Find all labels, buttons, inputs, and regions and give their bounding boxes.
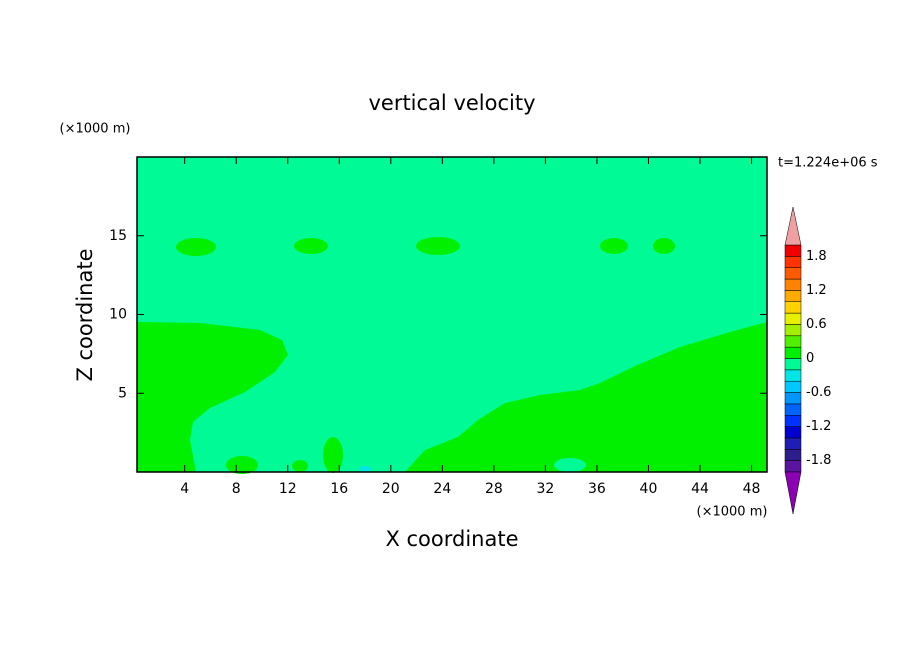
colorbar-block	[784, 460, 802, 473]
colorbar-block	[784, 415, 802, 427]
x-tick-label: 44	[691, 481, 709, 497]
x-tick-label: 28	[485, 481, 503, 497]
y-tick-label: 10	[109, 307, 127, 323]
contour-field	[137, 157, 767, 474]
colorbar-block	[784, 244, 802, 257]
x-tick-label: 4	[180, 481, 189, 497]
x-tick-label: 32	[536, 481, 554, 497]
region-positive	[137, 322, 288, 472]
region-positive	[226, 456, 258, 474]
region-positive	[405, 322, 767, 472]
colorbar-block	[784, 335, 802, 348]
x-tick-label: 36	[588, 481, 606, 497]
colorbar-low-arrow	[784, 471, 802, 515]
colorbar-block	[784, 290, 802, 302]
y-axis-label: Z coordinate	[73, 248, 97, 381]
y-tick-label: 15	[109, 228, 127, 244]
colorbar-block	[784, 449, 802, 461]
colorbar-block	[784, 437, 802, 450]
colorbar-block	[784, 301, 802, 314]
x-axis-label: X coordinate	[385, 527, 518, 551]
colorbar-block	[784, 358, 802, 371]
colorbar-block	[784, 278, 802, 291]
region-positive	[416, 237, 460, 255]
x-tick-label: 16	[330, 481, 348, 497]
region-positive	[323, 437, 343, 473]
colorbar-tick-label: -1.8	[806, 453, 831, 468]
colorbar-block	[784, 346, 802, 359]
x-tick-label: 40	[640, 481, 658, 497]
region-positive	[176, 238, 216, 256]
chart-title: vertical velocity	[368, 91, 535, 115]
x-tick-label: 48	[743, 481, 761, 497]
colorbar-block	[784, 369, 802, 382]
region-negative	[359, 466, 371, 472]
colorbar-block	[784, 426, 802, 439]
colorbar-block	[784, 403, 802, 416]
region-positive	[653, 238, 675, 254]
colorbar-tick-label: 0	[806, 351, 814, 366]
colorbar-block	[784, 267, 802, 280]
region-negative	[554, 458, 586, 472]
colorbar-high-arrow	[784, 206, 802, 246]
colorbar-block	[784, 392, 802, 405]
x-tick-label: 12	[279, 481, 297, 497]
colorbar-block	[784, 380, 802, 393]
colorbar-block	[784, 256, 802, 268]
y-unit: (×1000 m)	[60, 122, 131, 137]
colorbar-block	[784, 312, 802, 325]
x-unit: (×1000 m)	[697, 505, 768, 520]
x-tick-label: 24	[433, 481, 451, 497]
colorbar-tick-label: 1.2	[806, 283, 827, 298]
y-tick-label: 5	[118, 385, 127, 401]
colorbar-tick-label: -0.6	[806, 385, 831, 400]
colorbar-tick-label: -1.2	[806, 419, 831, 434]
region-positive	[294, 238, 328, 254]
x-tick-label: 20	[382, 481, 400, 497]
x-tick-label: 8	[232, 481, 241, 497]
time-label: t=1.224e+06 s	[778, 156, 878, 171]
region-positive	[292, 460, 308, 472]
colorbar-tick-label: 0.6	[806, 317, 827, 332]
colorbar-block	[784, 324, 802, 337]
region-positive	[600, 238, 628, 254]
colorbar-tick-label: 1.8	[806, 249, 827, 264]
